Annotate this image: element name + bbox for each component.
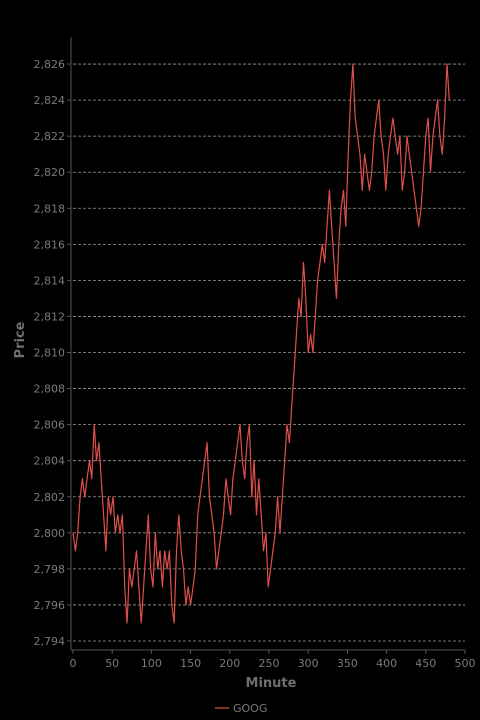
x-tick-label: 400 — [376, 657, 397, 670]
legend-label-goog: GOOG — [233, 702, 267, 715]
x-tick-label: 0 — [70, 657, 77, 670]
y-axis-title: Price — [13, 321, 28, 358]
y-tick-label: 2,822 — [34, 130, 66, 143]
x-tick-label: 200 — [219, 657, 240, 670]
y-tick-label: 2,816 — [34, 238, 66, 251]
y-axis-ticks: 2,794 2,796 2,798 2,800 2,802 2,804 2,806 2,808… — [34, 58, 71, 648]
legend[interactable]: GOOG — [215, 702, 267, 715]
x-tick-label: 100 — [141, 657, 162, 670]
gridlines — [73, 63, 465, 642]
y-tick-label: 2,800 — [34, 527, 66, 540]
series-line-goog — [72, 63, 450, 624]
y-tick-label: 2,820 — [34, 166, 66, 179]
y-tick-label: 2,794 — [34, 635, 66, 648]
y-tick-label: 2,814 — [34, 274, 66, 287]
y-tick-label: 2,796 — [34, 599, 66, 612]
y-tick-label: 2,812 — [34, 310, 66, 323]
x-tick-label: 250 — [259, 657, 280, 670]
x-tick-label: 350 — [337, 657, 358, 670]
y-tick-label: 2,804 — [34, 455, 66, 468]
y-tick-label: 2,808 — [34, 383, 66, 396]
y-tick-label: 2,824 — [34, 94, 66, 107]
x-tick-label: 450 — [415, 657, 436, 670]
y-tick-label: 2,818 — [34, 202, 66, 215]
x-axis-ticks: 0 50 100 150 200 250 300 350 400 450 500 — [70, 650, 476, 670]
y-tick-label: 2,810 — [34, 347, 66, 360]
x-tick-label: 300 — [298, 657, 319, 670]
x-tick-label: 500 — [455, 657, 476, 670]
x-tick-label: 150 — [180, 657, 201, 670]
y-tick-label: 2,826 — [34, 58, 66, 71]
y-tick-label: 2,798 — [34, 563, 66, 576]
y-tick-label: 2,802 — [34, 491, 66, 504]
x-tick-label: 50 — [105, 657, 119, 670]
y-tick-label: 2,806 — [34, 419, 66, 432]
x-axis-title: Minute — [246, 676, 297, 691]
